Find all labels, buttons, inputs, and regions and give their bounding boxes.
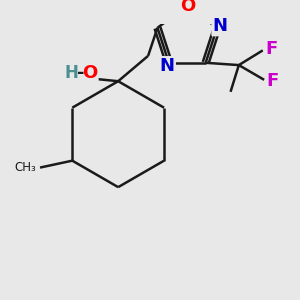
Text: CH₃: CH₃ — [15, 161, 36, 174]
Text: H: H — [64, 64, 78, 82]
Text: F: F — [265, 40, 277, 58]
Text: N: N — [213, 17, 228, 35]
Text: O: O — [180, 0, 195, 15]
Text: F: F — [266, 72, 279, 90]
Text: -: - — [76, 64, 84, 82]
Text: N: N — [160, 58, 175, 76]
Text: O: O — [82, 64, 97, 82]
